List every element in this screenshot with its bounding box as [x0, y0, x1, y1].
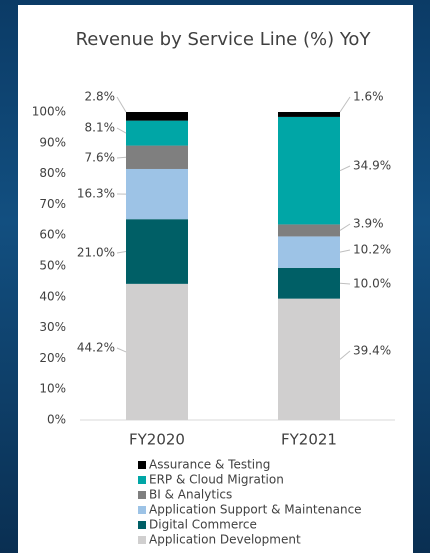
data-label: 21.0% [77, 246, 115, 260]
legend-swatch [138, 476, 146, 484]
legend-label: ERP & Cloud Migration [149, 473, 284, 487]
data-label: 2.8% [85, 90, 116, 104]
legend-swatch [138, 536, 146, 544]
legend-swatch [138, 491, 146, 499]
data-label: 1.6% [353, 90, 384, 104]
leader-line [339, 249, 351, 253]
data-label: 39.4% [353, 344, 391, 358]
bar-segment [278, 112, 340, 117]
bar-segment [278, 267, 340, 299]
leader-line [339, 96, 351, 113]
data-label: 8.1% [85, 121, 116, 135]
leader-line [116, 251, 127, 254]
x-tick-label: FY2020 [129, 431, 185, 449]
y-tick-label: 50% [39, 259, 66, 273]
leader-line [116, 347, 127, 353]
y-tick-label: 0% [47, 413, 66, 427]
leader-line [116, 127, 127, 134]
y-tick-label: 10% [39, 382, 66, 396]
bar-segment [126, 120, 188, 146]
y-tick-label: 30% [39, 320, 66, 334]
legend-label: Digital Commerce [149, 518, 257, 532]
y-tick-label: 80% [39, 166, 66, 180]
y-tick-label: 60% [39, 228, 66, 242]
bar-segment [126, 145, 188, 169]
y-tick-label: 20% [39, 351, 66, 365]
y-tick-label: 70% [39, 197, 66, 211]
bar-segment [278, 116, 340, 225]
legend-swatch [138, 461, 146, 469]
data-label: 16.3% [77, 187, 115, 201]
panel [18, 5, 413, 553]
legend-swatch [138, 506, 146, 514]
data-label: 3.9% [353, 217, 384, 231]
chart-title: Revenue by Service Line (%) YoY [76, 29, 372, 50]
leader-line [339, 223, 351, 231]
data-label: 34.9% [353, 159, 391, 173]
data-label: 10.2% [353, 243, 391, 257]
y-tick-label: 100% [32, 105, 66, 119]
leader-line [116, 156, 127, 159]
leader-line [116, 96, 127, 113]
legend-label: Application Support & Maintenance [149, 503, 362, 517]
data-label: 10.0% [353, 277, 391, 291]
bar-segment [126, 283, 188, 420]
y-tick-label: 40% [39, 289, 66, 303]
leader-line [339, 165, 351, 172]
legend-label: Assurance & Testing [149, 458, 270, 472]
leader-line [339, 350, 351, 360]
data-label: 7.6% [85, 151, 116, 165]
legend-label: Application Development [149, 533, 301, 547]
bar-segment [126, 219, 188, 284]
bar-segment [278, 236, 340, 268]
legend-label: BI & Analytics [149, 488, 232, 502]
y-tick-label: 90% [39, 135, 66, 149]
bar-segment [126, 112, 188, 121]
legend-swatch [138, 521, 146, 529]
leader-line [339, 282, 351, 285]
bar-segment [278, 298, 340, 420]
bar-segment [278, 224, 340, 237]
data-label: 44.2% [77, 341, 115, 355]
x-tick-label: FY2021 [281, 431, 337, 449]
bar-segment [126, 168, 188, 220]
